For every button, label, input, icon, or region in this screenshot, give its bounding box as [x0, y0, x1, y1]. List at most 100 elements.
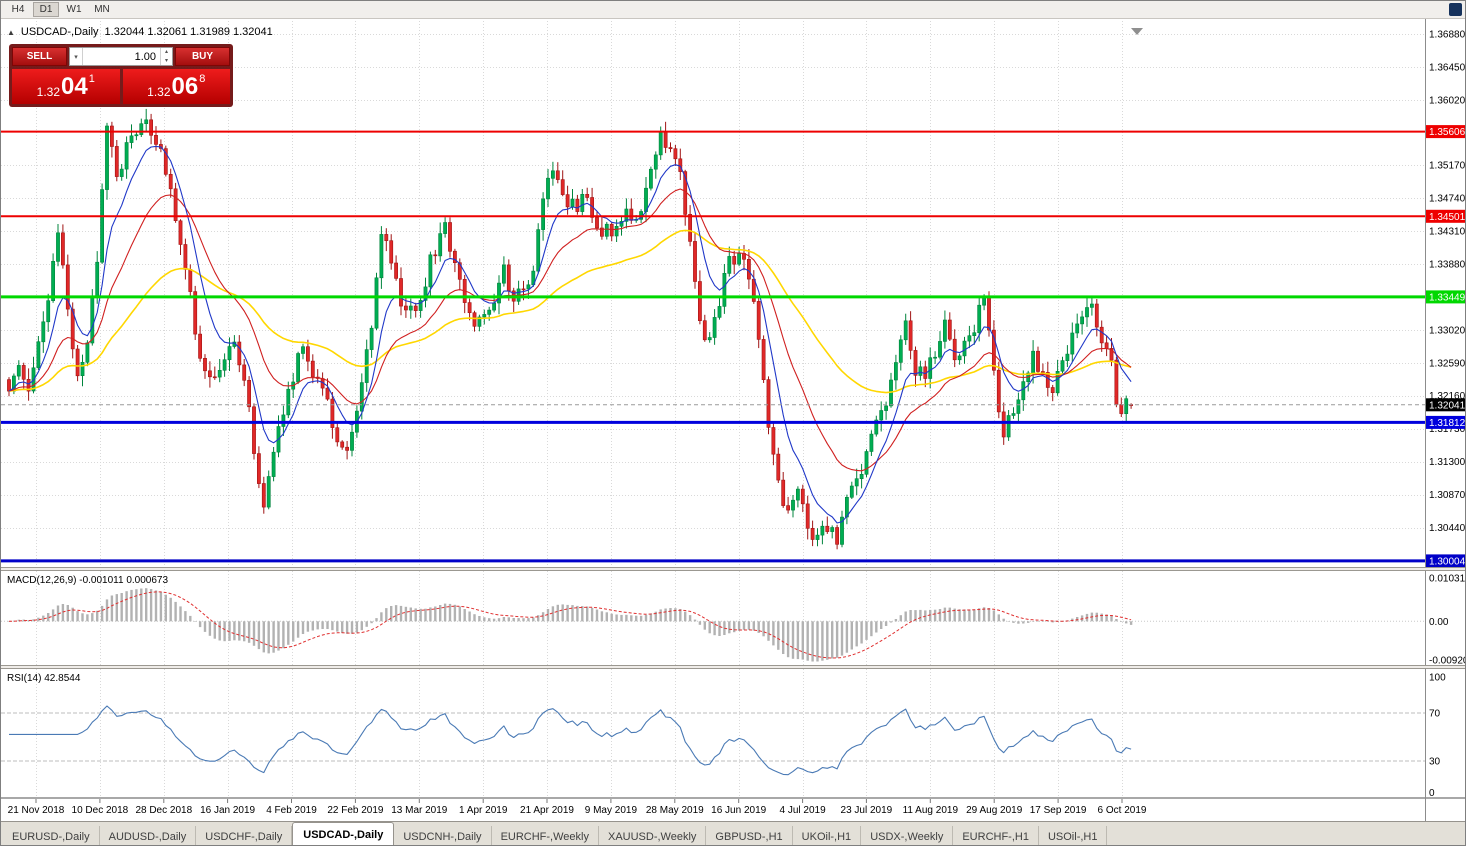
price-badge: [1426, 398, 1465, 412]
svg-text:10 Dec 2018: 10 Dec 2018: [72, 805, 129, 816]
price-badge: [1426, 554, 1465, 568]
ma-slow-line: [8, 229, 1132, 394]
price-axis-column[interactable]: 1.36880 1.36450 1.36020 1.35170 1.34740 1.343…: [1425, 19, 1466, 821]
tab-usdx-weekly[interactable]: USDX-,Weekly: [861, 826, 954, 845]
volume-input[interactable]: 1.00: [134, 50, 156, 63]
tab-usoil-h1[interactable]: USOil-,H1: [1039, 826, 1108, 845]
svg-text:16 Jan 2019: 16 Jan 2019: [200, 805, 255, 816]
rsi-label: RSI(14) 42.8544: [7, 673, 81, 684]
period-mn-button[interactable]: MN: [89, 2, 115, 17]
svg-text:1.36880: 1.36880: [1429, 30, 1466, 41]
svg-text:21 Nov 2018: 21 Nov 2018: [8, 805, 65, 816]
volume-down-icon[interactable]: ▾: [164, 57, 168, 64]
period-h4-button[interactable]: H4: [5, 2, 31, 17]
price-badge: [1426, 125, 1465, 139]
sell-button[interactable]: SELL: [12, 47, 67, 66]
svg-text:1.34740: 1.34740: [1429, 194, 1466, 205]
volume-spinner[interactable]: ▴ ▾: [160, 48, 172, 65]
volume-control[interactable]: ▾ 1.00 ▴ ▾: [69, 47, 173, 66]
svg-text:1.34501: 1.34501: [1429, 212, 1466, 223]
top-toolbar: H4 D1 W1 MN: [1, 1, 1465, 19]
volume-dropdown-icon[interactable]: ▾: [70, 48, 83, 65]
svg-text:1.30004: 1.30004: [1429, 556, 1466, 567]
toolbar-logo-icon[interactable]: [1449, 3, 1462, 16]
tab-eurchf-weekly[interactable]: EURCHF-,Weekly: [492, 826, 599, 845]
svg-text:22 Feb 2019: 22 Feb 2019: [327, 805, 384, 816]
panel-separator[interactable]: [1, 665, 1466, 669]
svg-text:1.31730: 1.31730: [1429, 424, 1466, 435]
tab-usdcad-daily[interactable]: USDCAD-,Daily: [292, 822, 395, 845]
svg-text:30: 30: [1429, 757, 1441, 768]
chart-region: 1.36880 1.36450 1.36020 1.35170 1.34740 1.343…: [1, 19, 1466, 821]
volume-up-icon[interactable]: ▴: [164, 49, 168, 56]
oneclick-trade-panel: SELL ▾ 1.00 ▴ ▾ BUY 1.32 04 1 1.32 06 8: [9, 44, 233, 107]
price-badge: [1426, 209, 1465, 223]
symbol-tabbar: EURUSD-,Daily AUDUSD-,Daily USDCHF-,Daily U…: [1, 821, 1465, 845]
chart-background: [1, 19, 1465, 821]
svg-text:4 Jul 2019: 4 Jul 2019: [780, 805, 827, 816]
svg-text:21 Apr 2019: 21 Apr 2019: [520, 805, 574, 816]
svg-text:4 Feb 2019: 4 Feb 2019: [266, 805, 317, 816]
svg-text:29 Aug 2019: 29 Aug 2019: [966, 805, 1023, 816]
svg-text:100: 100: [1429, 673, 1446, 684]
svg-text:1.34310: 1.34310: [1429, 227, 1466, 238]
tab-audusd-daily[interactable]: AUDUSD-,Daily: [100, 826, 197, 845]
tab-ukoil-h1[interactable]: UKOil-,H1: [793, 826, 862, 845]
svg-text:9 May 2019: 9 May 2019: [585, 805, 638, 816]
svg-text:0.00: 0.00: [1429, 617, 1449, 628]
svg-text:-0.009203: -0.009203: [1429, 656, 1466, 667]
tab-usdcnh-daily[interactable]: USDCNH-,Daily: [394, 826, 492, 845]
svg-text:1.33020: 1.33020: [1429, 325, 1466, 336]
svg-text:1.32041: 1.32041: [1429, 400, 1466, 411]
candles: [7, 108, 1134, 550]
chart-symbol-period: USDCAD-,Daily: [20, 26, 99, 38]
ma-fast-line: [8, 145, 1132, 524]
buy-price[interactable]: 1.32 06 8: [122, 69, 230, 104]
chart-canvas[interactable]: 1.36880 1.36450 1.36020 1.35170 1.34740 1.343…: [1, 19, 1466, 821]
gridlines: [1, 21, 1425, 797]
chart-shift-marker[interactable]: [1131, 28, 1143, 35]
price-badge: [1426, 290, 1465, 304]
chart-title: ▲ USDCAD-,Daily 1.32044 1.32061 1.31989 …: [7, 26, 273, 38]
svg-text:28 Dec 2018: 28 Dec 2018: [135, 805, 192, 816]
svg-text:1.32590: 1.32590: [1429, 358, 1466, 369]
macd-panel: [1, 588, 1425, 662]
svg-text:1.31300: 1.31300: [1429, 457, 1466, 468]
svg-text:0.010311: 0.010311: [1429, 574, 1466, 585]
macd-label: MACD(12,26,9) -0.001011 0.000673: [7, 575, 169, 586]
oneclick-toggle-icon[interactable]: ▲: [7, 27, 15, 37]
price-plot: [1, 108, 1425, 563]
tab-xauusd-weekly[interactable]: XAUUSD-,Weekly: [599, 826, 707, 845]
svg-text:17 Sep 2019: 17 Sep 2019: [1030, 805, 1087, 816]
svg-text:70: 70: [1429, 709, 1441, 720]
ma-mid-line: [8, 188, 1132, 472]
svg-text:1.30870: 1.30870: [1429, 490, 1466, 501]
buy-button[interactable]: BUY: [175, 47, 230, 66]
svg-text:23 Jul 2019: 23 Jul 2019: [841, 805, 893, 816]
panel-separator[interactable]: [1, 567, 1466, 571]
svg-text:1.32160: 1.32160: [1429, 391, 1466, 402]
svg-text:1.35606: 1.35606: [1429, 127, 1466, 138]
rsi-line: [9, 705, 1132, 776]
svg-text:28 May 2019: 28 May 2019: [646, 805, 704, 816]
svg-text:1.31812: 1.31812: [1429, 418, 1466, 429]
price-badge: [1426, 415, 1465, 429]
date-axis[interactable]: 21 Nov 2018 10 Dec 2018 28 Dec 2018 16 Jan …: [8, 799, 1147, 816]
svg-text:1.33449: 1.33449: [1429, 292, 1466, 303]
tab-eurchf-h1[interactable]: EURCHF-,H1: [953, 826, 1039, 845]
macd-signal-line: [8, 591, 1132, 659]
svg-text:1.35170: 1.35170: [1429, 161, 1466, 172]
tab-eurusd-daily[interactable]: EURUSD-,Daily: [3, 826, 100, 845]
period-w1-button[interactable]: W1: [61, 2, 87, 17]
svg-text:1.36020: 1.36020: [1429, 95, 1466, 106]
tab-gbpusd-h1[interactable]: GBPUSD-,H1: [706, 826, 793, 845]
sell-price[interactable]: 1.32 04 1: [12, 69, 120, 104]
svg-text:1.33880: 1.33880: [1429, 259, 1466, 270]
svg-text:6 Oct 2019: 6 Oct 2019: [1098, 805, 1147, 816]
svg-text:16 Jun 2019: 16 Jun 2019: [711, 805, 766, 816]
tab-usdchf-daily[interactable]: USDCHF-,Daily: [196, 826, 293, 845]
rsi-panel: [1, 705, 1425, 776]
svg-text:0: 0: [1429, 788, 1435, 799]
period-d1-button[interactable]: D1: [33, 2, 59, 17]
